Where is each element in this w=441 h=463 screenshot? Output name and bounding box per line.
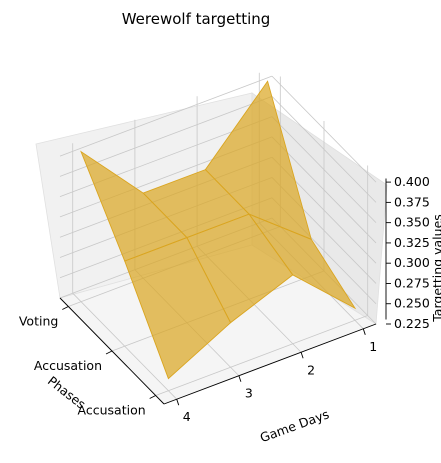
- x-tick-label: 2: [307, 362, 315, 377]
- x-axis-line: [163, 323, 377, 405]
- x-tick: [362, 328, 366, 335]
- x-tick-label: 1: [369, 339, 377, 354]
- y-tick-label: Voting: [19, 313, 58, 328]
- x-tick: [238, 375, 242, 382]
- x-axis-label: Game Days: [258, 406, 331, 445]
- z-tick-label: 0.400: [394, 174, 430, 189]
- surface-patch: [204, 80, 312, 241]
- surface: [80, 80, 357, 380]
- y-tick: [149, 395, 156, 399]
- z-tick-label: 0.375: [394, 194, 430, 209]
- x-tick: [300, 352, 304, 359]
- x-tick: [176, 399, 180, 406]
- y-axis-label: Phases: [45, 373, 89, 412]
- tick-labels: 1 2 3 4 Voting Accusation Accusation 0.225 0.250…: [19, 174, 430, 424]
- y-tick-label: Accusation: [78, 403, 146, 418]
- grid-y: [155, 165, 369, 396]
- axes: [59, 178, 391, 406]
- y-tick-label: Accusation: [34, 358, 102, 373]
- x-tick-label: 3: [245, 386, 253, 401]
- y-tick: [62, 306, 69, 310]
- grid-x: [72, 143, 178, 400]
- z-tick-label: 0.250: [394, 296, 430, 311]
- z-tick-label: 0.225: [394, 316, 430, 331]
- z-tick-label: 0.350: [394, 215, 430, 230]
- z-tick-label: 0.325: [394, 235, 430, 250]
- y-tick: [105, 350, 113, 355]
- grid-z-left: [59, 75, 273, 157]
- chart-title: Werewolf targetting: [122, 10, 271, 28]
- z-tick-label: 0.275: [394, 275, 430, 290]
- x-tick-label: 4: [183, 409, 191, 424]
- z-axis-label: Targetting values: [430, 214, 441, 323]
- z-tick-label: 0.300: [394, 255, 430, 270]
